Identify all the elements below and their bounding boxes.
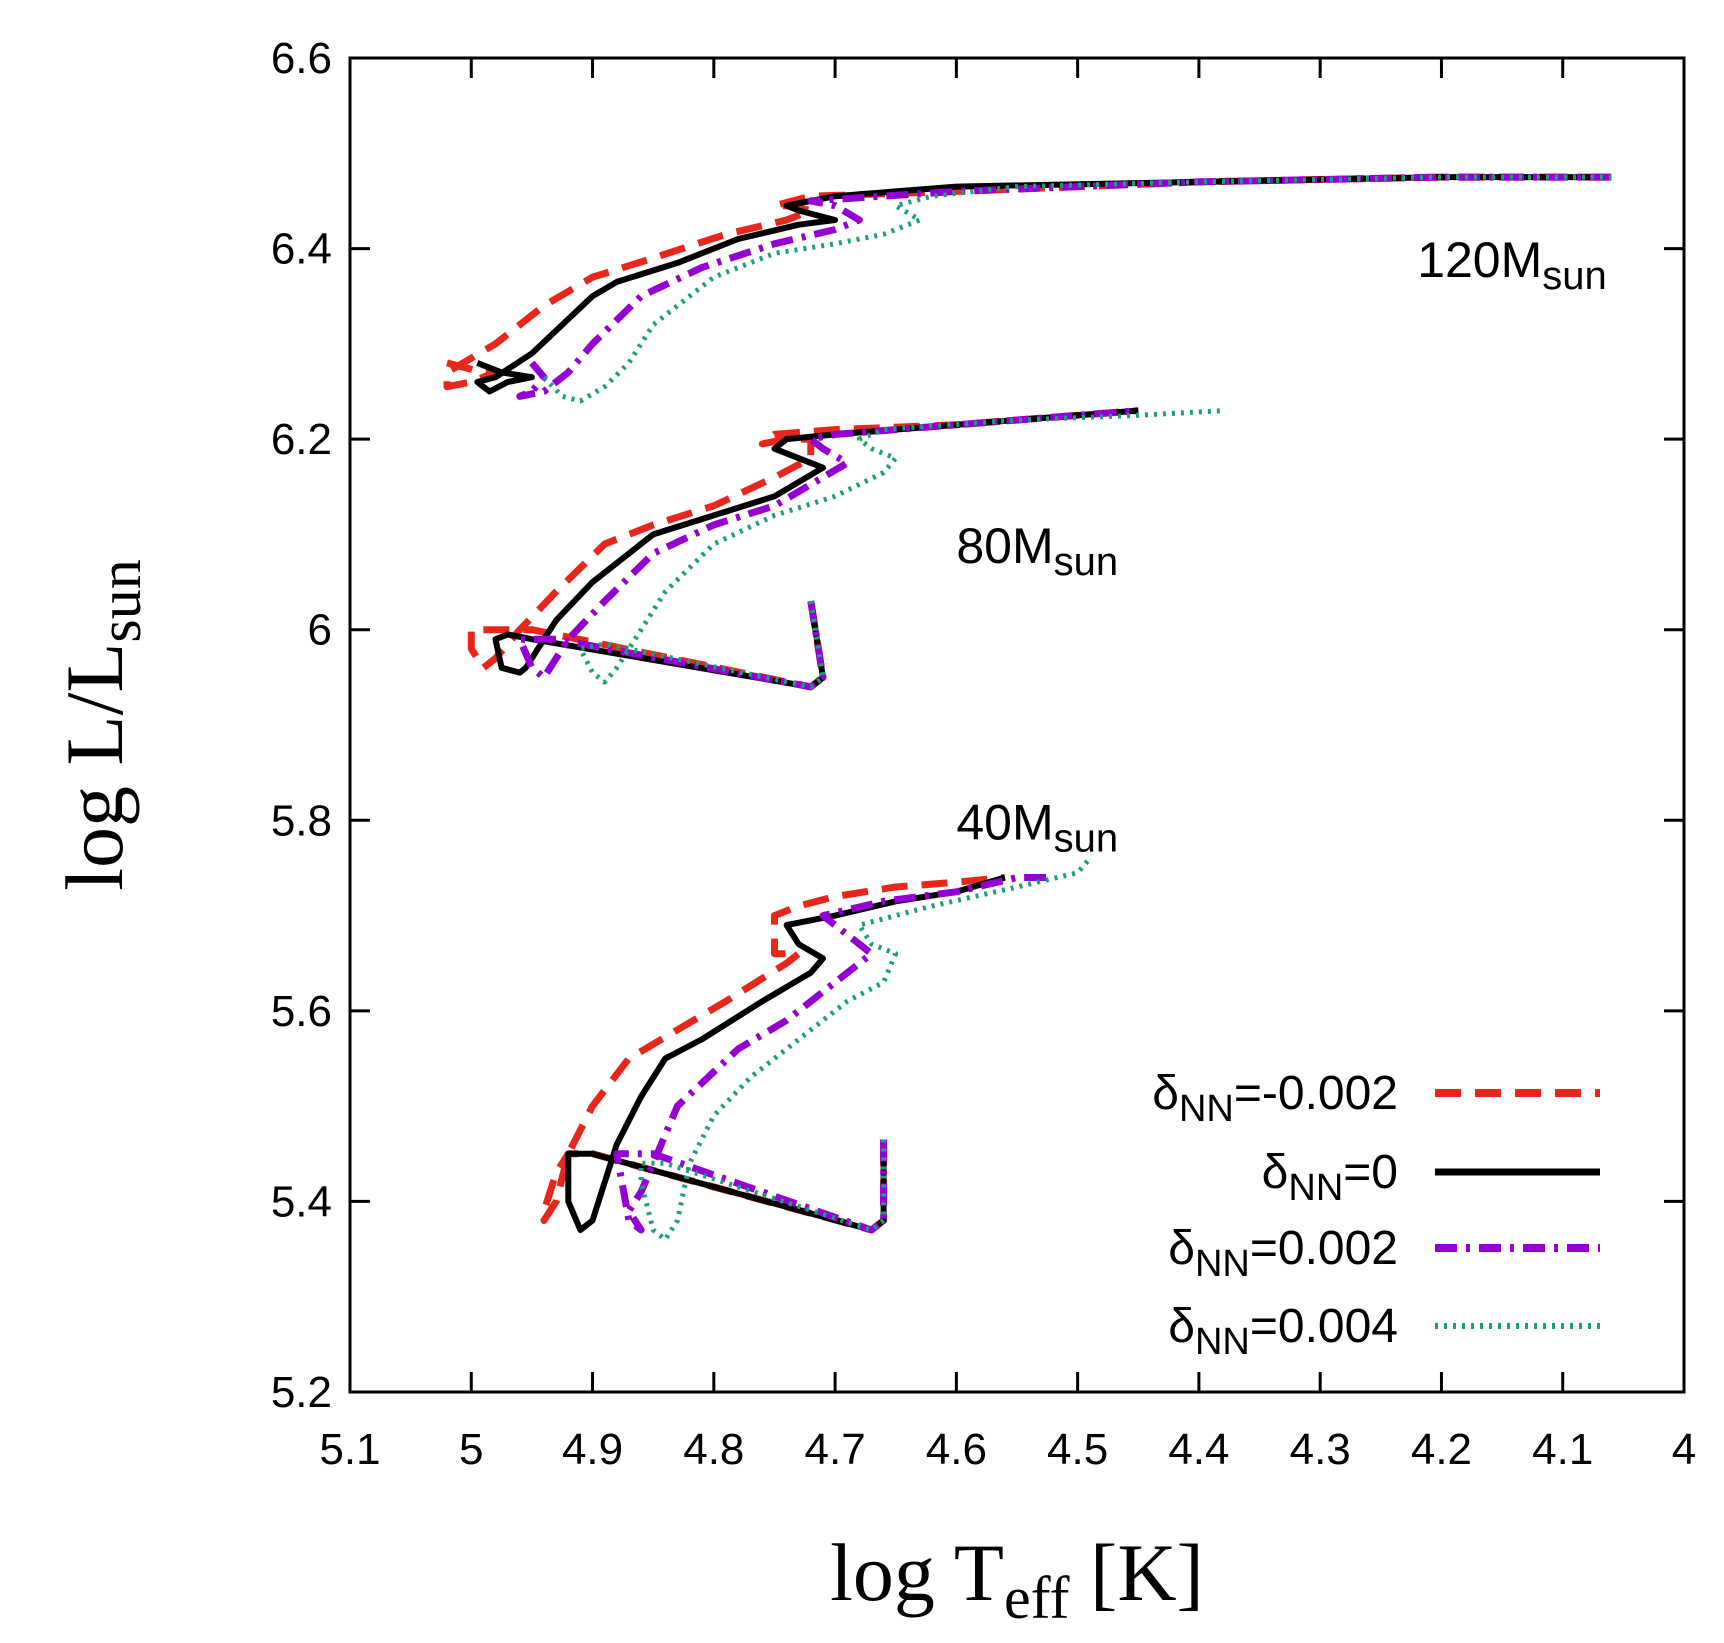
x-tick-label: 4.8 — [683, 1425, 744, 1474]
y-tick-labels: 5.2 5.4 5.6 5.8 6 6.2 6.4 6.6 — [271, 34, 332, 1417]
x-tick-label: 4.3 — [1290, 1425, 1351, 1474]
legend-label-sub: NN — [1195, 1321, 1250, 1363]
y-axis-title-sub: sun — [87, 559, 153, 642]
x-tick-label: 4.2 — [1411, 1425, 1472, 1474]
mass-label: 40Msun — [956, 794, 1118, 860]
x-tick-labels: 5.1 5 4.9 4.8 4.7 4.6 4.5 4.4 4.3 4.2 4.1 4 — [319, 1425, 1696, 1474]
tracks-layer — [443, 173, 1612, 1242]
x-tick-label: 4.5 — [1047, 1425, 1108, 1474]
x-tick-label: 4.9 — [562, 1425, 623, 1474]
legend-label-value: =-0.002 — [1234, 1067, 1398, 1120]
x-tick-label: 5.1 — [319, 1425, 380, 1474]
series-2-track-1 — [516, 407, 1139, 691]
x-axis-title-main: log T — [830, 1527, 1004, 1618]
x-tick-label: 4.1 — [1532, 1425, 1593, 1474]
y-tick-label: 6.6 — [271, 34, 332, 83]
series-1-track-1 — [492, 407, 1139, 690]
legend-label: δNN=-0.002 — [1152, 1067, 1398, 1130]
legend-label: δNN=0.004 — [1168, 1300, 1398, 1363]
legend-label-sub: NN — [1179, 1088, 1234, 1130]
x-axis-title: log Teff [K] — [830, 1527, 1204, 1631]
y-tick-label: 5.8 — [271, 796, 332, 845]
y-tick-label: 5.4 — [271, 1177, 332, 1226]
legend-label-symbol: δ — [1168, 1300, 1195, 1353]
y-tick-label: 6 — [308, 606, 332, 655]
legend-label: δNN=0 — [1262, 1146, 1398, 1209]
legend-label-value: =0.004 — [1250, 1300, 1398, 1353]
mass-label: 80Msun — [956, 518, 1118, 584]
legend-label-value: =0 — [1343, 1146, 1398, 1199]
legend-label-sub: NN — [1288, 1167, 1343, 1209]
series-2-track-2 — [516, 173, 1612, 400]
series-2-track-0 — [613, 874, 1054, 1234]
x-tick-label: 4.7 — [805, 1425, 866, 1474]
x-tick-label: 4 — [1672, 1425, 1696, 1474]
x-axis-title-tail: [K] — [1070, 1527, 1204, 1618]
mass-label-sub: sun — [1054, 540, 1119, 584]
mass-label-main: 120M — [1417, 232, 1542, 288]
series-3-track-0 — [638, 856, 1092, 1242]
x-tick-label: 4.6 — [926, 1425, 987, 1474]
mass-label-sub: sun — [1054, 816, 1119, 860]
legend-label-symbol: δ — [1152, 1067, 1179, 1120]
x-tick-label: 5 — [459, 1425, 483, 1474]
y-tick-label: 6.4 — [271, 225, 332, 274]
series-3-track-2 — [542, 174, 1612, 404]
y-tick-label: 6.2 — [271, 415, 332, 464]
mass-label-main: 80M — [956, 518, 1053, 574]
y-axis-title-main: log L/L — [49, 643, 140, 891]
series-0-track-1 — [467, 407, 1139, 691]
plot-frame — [348, 56, 1686, 1394]
x-axis-title-sub: eff — [1004, 1565, 1070, 1631]
mass-label-sub: sun — [1542, 254, 1607, 298]
legend-label: δNN=0.002 — [1168, 1222, 1398, 1285]
mass-label: 120Msun — [1417, 232, 1607, 298]
series-1-track-0 — [565, 874, 1006, 1233]
mass-label-main: 40M — [956, 794, 1053, 850]
legend-label-value: =0.002 — [1250, 1222, 1398, 1275]
series-1-track-2 — [474, 174, 1612, 395]
x-tick-label: 4.4 — [1168, 1425, 1229, 1474]
legend-label-sub: NN — [1195, 1243, 1250, 1285]
y-tick-label: 5.2 — [271, 1368, 332, 1417]
legend-label-symbol: δ — [1262, 1146, 1289, 1199]
legend-label-symbol: δ — [1168, 1222, 1195, 1275]
y-tick-label: 5.6 — [271, 987, 332, 1036]
y-axis-title: log L/Lsun — [49, 559, 153, 891]
